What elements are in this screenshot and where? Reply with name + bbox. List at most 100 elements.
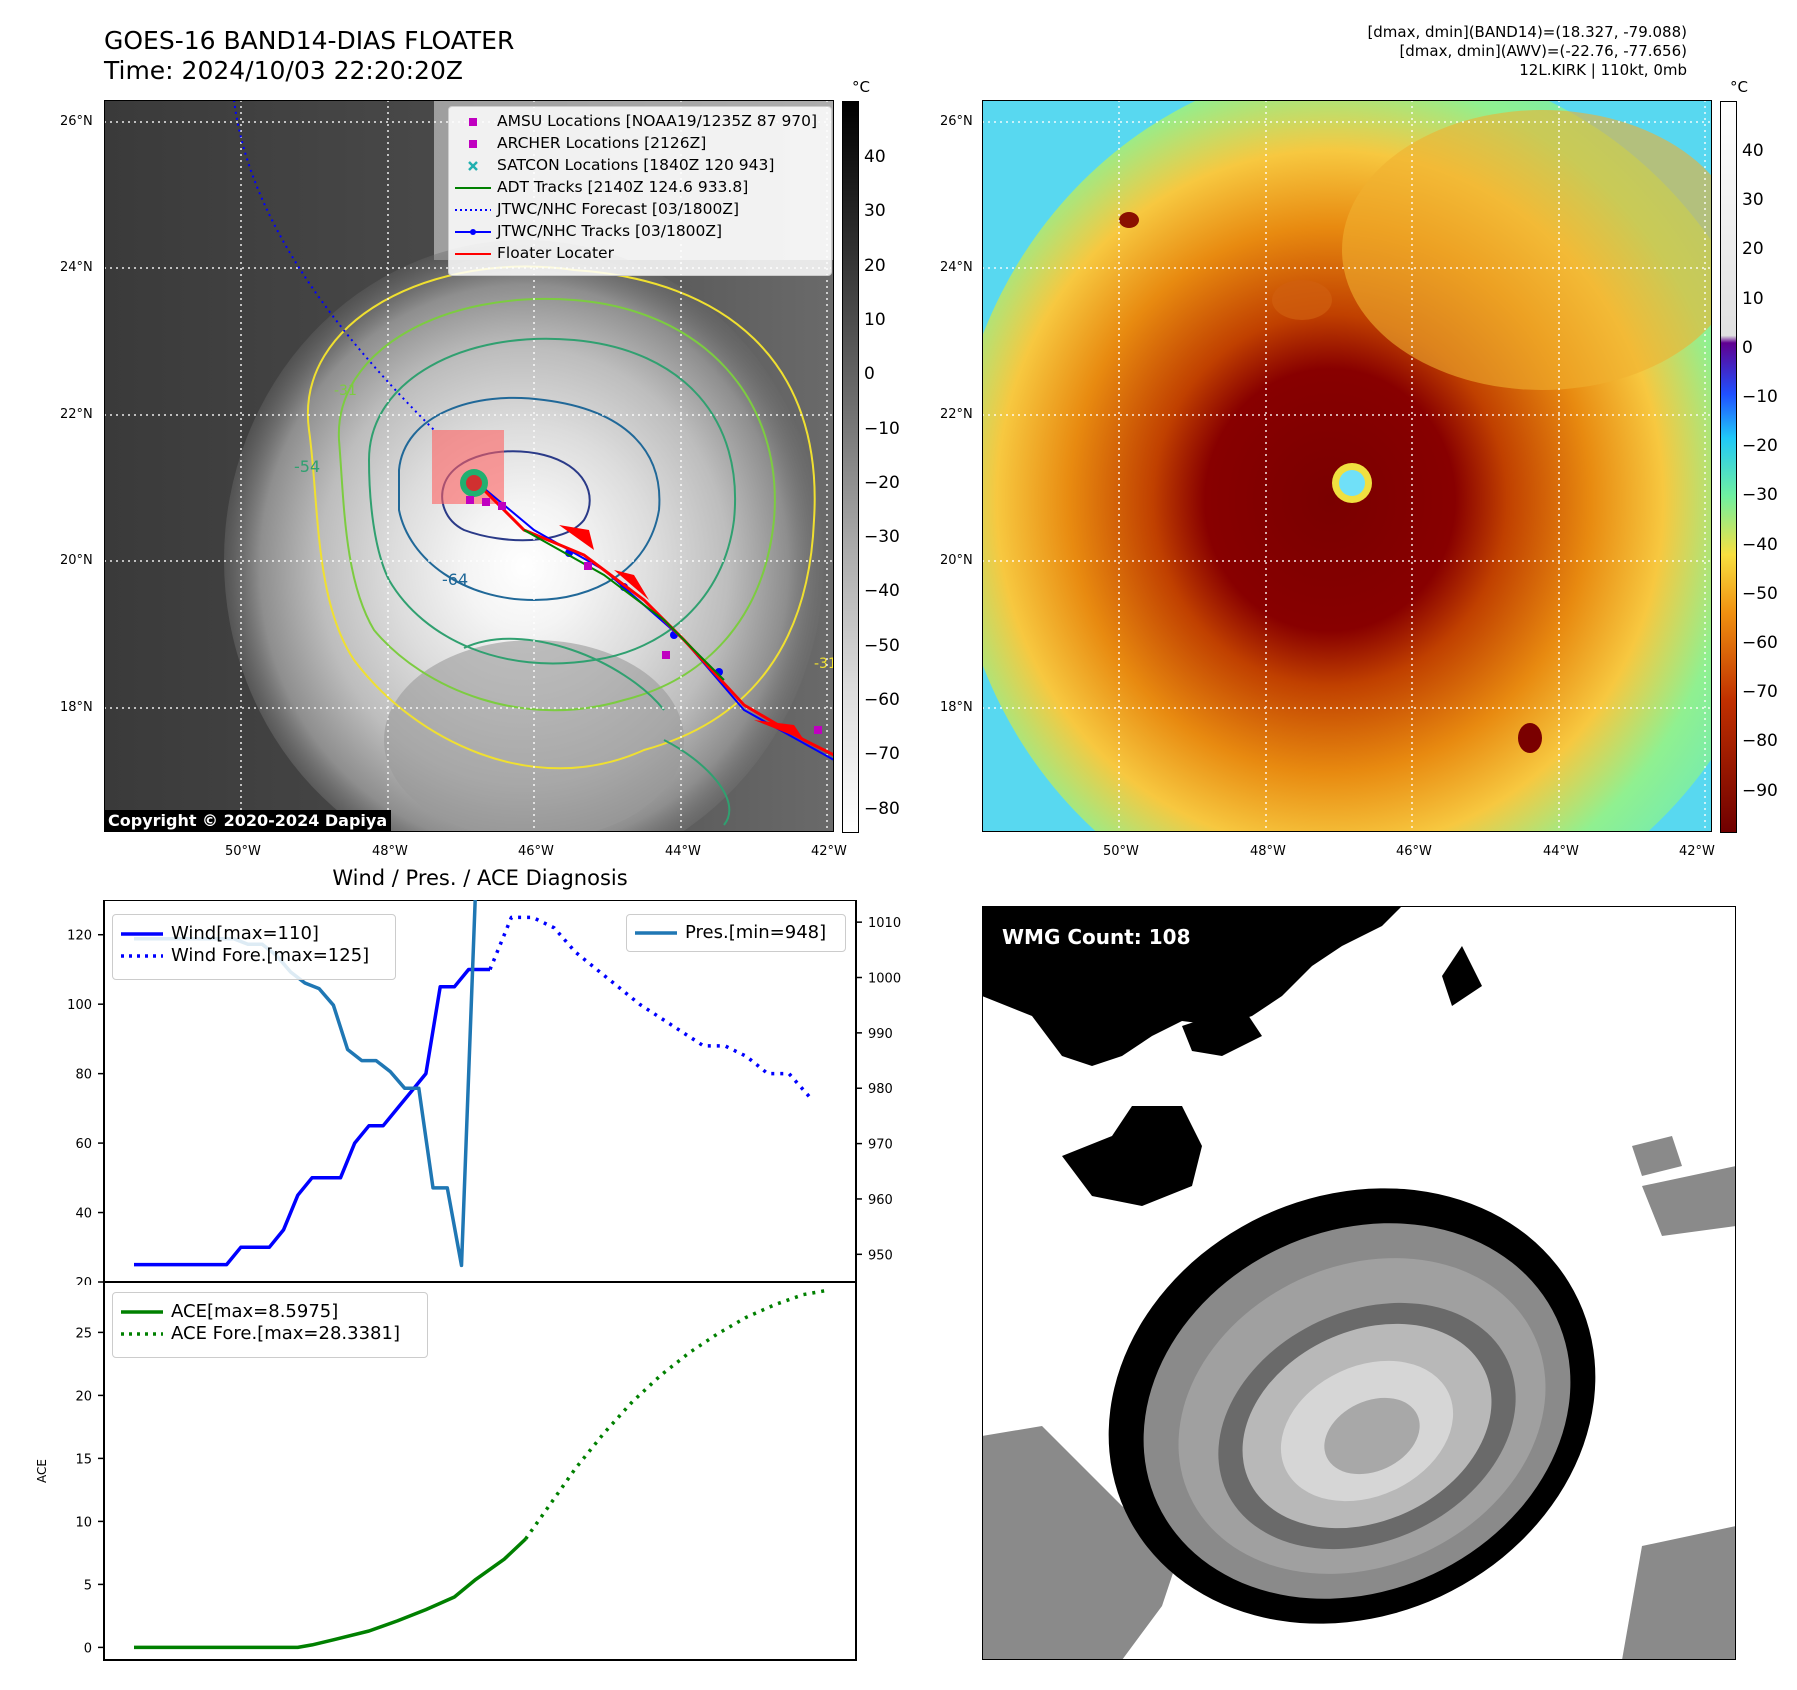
colorbar-tick-label: −20 [864, 472, 900, 493]
chart-legend-item: ACE Fore.[max=28.3381] [113, 1323, 427, 1345]
ir-legend-item: JTWC/NHC Forecast [03/1800Z] [449, 199, 831, 221]
contour-label-3: -31 [334, 383, 357, 399]
chart-legend-item: ACE[max=8.5975] [113, 1301, 427, 1323]
ir-legend-label: ARCHER Locations [2126Z] [497, 134, 707, 152]
title-line-2: Time: 2024/10/03 22:20:20Z [104, 56, 463, 85]
colorbar-tick-label: −60 [1742, 633, 1778, 653]
awv-map [982, 100, 1712, 832]
ir-lat-24: 24°N [60, 260, 93, 275]
chart-legend-label: Pres.[min=948] [685, 922, 827, 943]
ir-legend-item: Floater Locater [449, 243, 831, 265]
y-right-tick-label: 960 [868, 1193, 893, 1208]
colorbar-tick-label: −50 [1742, 583, 1778, 604]
colorbar-tick-label: 0 [1742, 337, 1753, 358]
chart-legend-label: ACE Fore.[max=28.3381] [171, 1323, 400, 1344]
awv-lon-44: 44°W [1543, 844, 1579, 859]
awv-colorbar-ticks: 40 30 20 10 0 −10 −20 −30 −40 −50 −60 −70 −80 −90 [1742, 101, 1797, 831]
y-tick-label: 80 [75, 1068, 92, 1083]
colorbar-tick-label: 20 [1742, 239, 1764, 260]
ir-lon-48: 48°W [372, 844, 408, 859]
colorbar-tick-label: 30 [864, 201, 886, 222]
colorbar-tick-label: −80 [864, 798, 900, 819]
colorbar-tick-label: 40 [864, 147, 886, 167]
series-line [488, 915, 812, 1100]
awv-lat-24: 24°N [940, 260, 973, 275]
awv-lon-42: 42°W [1679, 844, 1715, 859]
colorbar-tick-label: 30 [1742, 190, 1764, 211]
y-right-tick-label: 1000 [868, 972, 901, 987]
legend-marker-icon [455, 187, 491, 189]
legend-marker-icon [455, 253, 491, 255]
ir-lat-18: 18°N [60, 700, 93, 715]
ir-map-legend: AMSU Locations [NOAA19/1235Z 87 970] ARCH… [448, 106, 832, 276]
legend-line-icon [121, 954, 163, 958]
colorbar-tick-label: −10 [1742, 387, 1778, 407]
y-tick-label: 10 [75, 1515, 92, 1530]
colorbar-tick-label: −30 [1742, 485, 1778, 506]
ir-lon-46: 46°W [518, 844, 554, 859]
ir-lon-42: 42°W [811, 844, 847, 859]
series-line [134, 1537, 527, 1650]
colorbar-tick-label: 10 [864, 309, 886, 330]
ir-legend-item: ADT Tracks [2140Z 124.6 933.8] [449, 177, 831, 199]
y-tick-label: 120 [67, 929, 92, 944]
ace-legend-rows: ACE[max=8.5975] ACE Fore.[max=28.3381] [113, 1293, 427, 1345]
y-right-tick-label: 980 [868, 1082, 893, 1097]
figure-title: GOES-16 BAND14-DIAS FLOATER Time: 2024/1… [104, 26, 514, 86]
y-tick-label: 0 [84, 1641, 92, 1656]
contour-label-4: -31 [814, 656, 834, 672]
info-awv-range: [dmax, dmin](AWV)=(-22.76, -77.656) [1399, 42, 1687, 60]
y-tick-label: 25 [75, 1326, 92, 1341]
y-right-tick-label: 970 [868, 1138, 893, 1153]
awv-lon-50: 50°W [1103, 844, 1139, 859]
ir-legend-item: SATCON Locations [1840Z 120 943] [449, 155, 831, 177]
colorbar-tick-label: −90 [1742, 780, 1778, 801]
ir-legend-label: JTWC/NHC Forecast [03/1800Z] [497, 200, 740, 218]
series-line [134, 967, 490, 1267]
legend-marker-icon [468, 161, 478, 171]
ir-legend-label: AMSU Locations [NOAA19/1235Z 87 970] [497, 112, 818, 130]
y-right-tick-label: 1010 [868, 916, 901, 931]
awv-lon-46: 46°W [1396, 844, 1432, 859]
chart-legend-label: ACE[max=8.5975] [171, 1301, 339, 1322]
y-axis-label: ACE [35, 1459, 49, 1483]
awv-lon-labels: 50°W 48°W 46°W 44°W 42°W [982, 844, 1742, 864]
pressure-legend: Pres.[min=948] [626, 914, 846, 952]
chart-legend-item: Pres.[min=948] [627, 922, 845, 944]
legend-line-icon [635, 931, 677, 935]
y-tick-label: 15 [75, 1452, 92, 1467]
colorbar-tick-label: −30 [864, 527, 900, 548]
ir-legend-rows: AMSU Locations [NOAA19/1235Z 87 970] ARCH… [449, 107, 831, 265]
awv-lon-48: 48°W [1250, 844, 1286, 859]
colorbar-tick-label: −50 [864, 635, 900, 656]
y-tick-label: 100 [67, 998, 92, 1013]
ir-lat-labels: 26°N 24°N 22°N 20°N 18°N [60, 100, 100, 832]
legend-marker-icon [469, 140, 477, 148]
colorbar-tick-label: −70 [864, 744, 900, 765]
colorbar-tick-label: −40 [1742, 534, 1778, 555]
colorbar-tick-label: 10 [1742, 288, 1764, 309]
colorbar-tick-label: −20 [1742, 436, 1778, 457]
ir-lat-22: 22°N [60, 407, 93, 422]
awv-lat-18: 18°N [940, 700, 973, 715]
legend-line-icon [121, 1332, 163, 1336]
wind-legend-rows: Wind[max=110] Wind Fore.[max=125] [113, 915, 395, 967]
wmg-panel: WMG Count: 108 [982, 906, 1736, 1660]
wmg-count-label: WMG Count: 108 [1002, 925, 1191, 949]
y-tick-label: 60 [75, 1137, 92, 1152]
chart-legend-label: Wind[max=110] [171, 923, 319, 944]
colorbar-tick-label: −10 [864, 418, 900, 439]
awv-colorbar [1720, 101, 1737, 833]
colorbar-tick-label: −60 [864, 690, 900, 710]
y-tick-label: 20 [75, 1276, 92, 1285]
storm-info: [dmax, dmin](BAND14)=(18.327, -79.088) [… [1367, 23, 1687, 80]
y-tick-label: 40 [75, 1207, 92, 1222]
ir-colorbar-ticks: 40 30 20 10 0 −10 −20 −30 −40 −50 −60 −70 −80 [864, 101, 924, 831]
wind-legend: Wind[max=110] Wind Fore.[max=125] [112, 914, 396, 980]
ir-legend-label: SATCON Locations [1840Z 120 943] [497, 156, 775, 174]
colorbar-tick-label: −80 [1742, 731, 1778, 752]
awv-lat-labels: 26°N 24°N 22°N 20°N 18°N [940, 100, 980, 832]
info-storm: 12L.KIRK | 110kt, 0mb [1519, 61, 1687, 79]
chart-legend-item: Wind Fore.[max=125] [113, 945, 395, 967]
legend-marker-icon [455, 229, 491, 235]
